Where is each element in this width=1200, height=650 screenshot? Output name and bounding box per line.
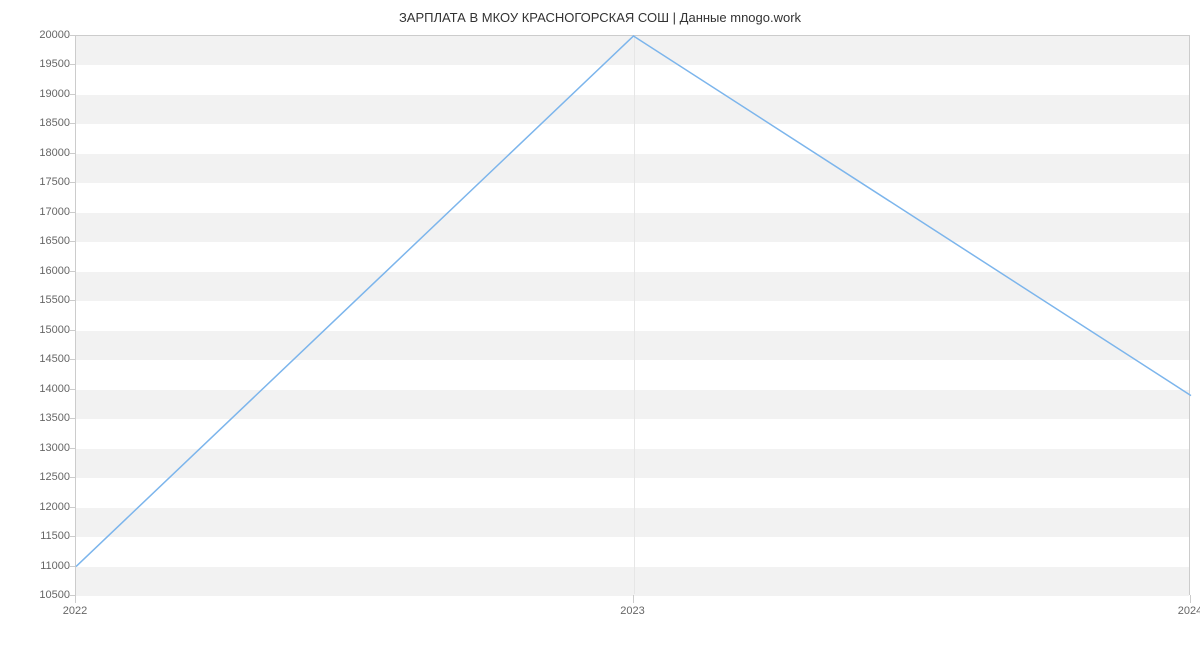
chart-container: [75, 35, 1190, 595]
y-tick-label: 16500: [10, 235, 70, 247]
y-tick-label: 18500: [10, 117, 70, 129]
x-tick-label: 2022: [63, 605, 87, 617]
y-tick-mark: [70, 271, 75, 272]
plot-area: [75, 35, 1190, 595]
y-tick-label: 19500: [10, 58, 70, 70]
y-tick-mark: [70, 94, 75, 95]
y-tick-label: 12000: [10, 501, 70, 513]
y-tick-label: 16000: [10, 265, 70, 277]
y-tick-label: 15500: [10, 294, 70, 306]
y-tick-label: 15000: [10, 324, 70, 336]
y-tick-mark: [70, 536, 75, 537]
y-tick-label: 11500: [10, 530, 70, 542]
y-tick-mark: [70, 359, 75, 360]
y-tick-mark: [70, 507, 75, 508]
y-tick-label: 12500: [10, 471, 70, 483]
y-tick-label: 19000: [10, 88, 70, 100]
y-tick-mark: [70, 123, 75, 124]
y-tick-mark: [70, 182, 75, 183]
y-tick-mark: [70, 448, 75, 449]
y-tick-label: 17000: [10, 206, 70, 218]
y-tick-mark: [70, 477, 75, 478]
y-tick-label: 14000: [10, 383, 70, 395]
y-tick-label: 20000: [10, 29, 70, 41]
y-tick-mark: [70, 389, 75, 390]
y-tick-label: 17500: [10, 176, 70, 188]
x-tick-label: 2023: [620, 605, 644, 617]
x-tick-mark: [75, 595, 76, 603]
y-tick-mark: [70, 35, 75, 36]
line-series: [76, 36, 1191, 596]
y-tick-mark: [70, 153, 75, 154]
y-tick-mark: [70, 212, 75, 213]
y-tick-mark: [70, 330, 75, 331]
x-tick-mark: [633, 595, 634, 603]
y-tick-label: 13500: [10, 412, 70, 424]
y-tick-mark: [70, 241, 75, 242]
y-tick-label: 13000: [10, 442, 70, 454]
y-tick-label: 10500: [10, 589, 70, 601]
y-tick-mark: [70, 300, 75, 301]
x-tick-label: 2024: [1178, 605, 1200, 617]
y-tick-mark: [70, 566, 75, 567]
y-tick-mark: [70, 64, 75, 65]
x-tick-mark: [1190, 595, 1191, 603]
y-tick-label: 11000: [10, 560, 70, 572]
y-tick-label: 18000: [10, 147, 70, 159]
y-tick-label: 14500: [10, 353, 70, 365]
chart-title: ЗАРПЛАТА В МКОУ КРАСНОГОРСКАЯ СОШ | Данн…: [0, 0, 1200, 25]
y-tick-mark: [70, 418, 75, 419]
